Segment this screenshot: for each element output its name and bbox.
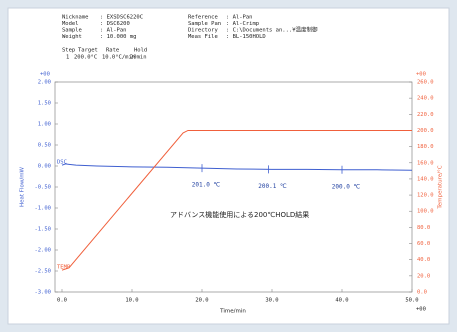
series-line (61, 163, 413, 171)
header-text: : 10.000 mg (100, 34, 136, 40)
x-exponent: +00 (416, 307, 426, 313)
y2-tick-label: 40.0 (417, 257, 430, 263)
y-tick-label: -2.00 (34, 248, 51, 254)
annotation: アドバンス機能使用による200℃HOLD結果 (170, 210, 309, 219)
x-tick-label: 30.0 (265, 298, 278, 304)
x-tick-label: 20.0 (195, 298, 208, 304)
y2-tick-label: 80.0 (417, 225, 430, 231)
program-value: 20min (130, 55, 147, 61)
y2-tick-label: 120.0 (417, 193, 434, 199)
y2-exponent: +00 (416, 72, 426, 78)
y2-tick-label: 60.0 (417, 241, 430, 247)
x-tick-label: 0.0 (57, 298, 67, 304)
header-text: : EXSDSC6220C (100, 15, 143, 21)
header-text: : Al-Pan (226, 15, 253, 21)
y2-tick-label: 160.0 (417, 160, 434, 166)
header-text: Reference (188, 15, 218, 21)
program-value: 1 (66, 55, 69, 61)
y-tick-label: -2.50 (34, 269, 51, 275)
y2-tick-label: 180.0 (417, 144, 434, 150)
program-value: 200.0°C (74, 55, 97, 61)
header-text: : Al-Pan (100, 28, 127, 34)
header-text: Directory (188, 28, 218, 34)
program-header: Step (62, 48, 75, 54)
y-tick-label: 1.50 (38, 101, 51, 107)
header-text: Sample Pan (188, 21, 221, 27)
y-tick-label: -0.50 (34, 185, 51, 191)
panel (7, 7, 450, 325)
y2-tick-label: 260.0 (417, 80, 434, 86)
y2-tick-label: 200.0 (417, 128, 434, 134)
y2-axis-title: Temperature/°C (438, 165, 444, 209)
header-text: Nickname (62, 15, 89, 21)
header-text: : BL-150HOLD (226, 34, 266, 40)
y-tick-label: 0.00 (38, 164, 51, 170)
header-text: : DSC6200 (100, 21, 130, 27)
y-exponent: +00 (40, 72, 50, 78)
header-text: Weight (62, 34, 82, 40)
x-axis-title: Time/min (219, 309, 246, 315)
header-text: Model (62, 21, 79, 27)
y-tick-label: 0.50 (38, 143, 51, 149)
program-header: Rate (106, 48, 119, 54)
program-header: Target (78, 48, 98, 54)
y2-tick-label: 20.0 (417, 273, 430, 279)
series-line (61, 129, 412, 271)
header-text: : Al-Crimp (226, 21, 259, 27)
marker-label: 200.0 ℃ (332, 183, 361, 190)
y-tick-label: -1.00 (34, 206, 51, 212)
header-text: Sample (62, 28, 82, 34)
y2-tick-label: 100.0 (417, 209, 434, 215)
y2-tick-label: 0.0 (417, 290, 427, 296)
series-label: DSC (57, 160, 67, 166)
x-tick-label: 40.0 (335, 298, 348, 304)
marker-label: 201.0 ℃ (192, 182, 221, 189)
marker-label: 200.1 ℃ (258, 183, 287, 190)
header-text: Meas File (188, 34, 218, 40)
header-text: : C:\Documents an...¥温度制御 (226, 26, 318, 34)
y-tick-label: -3.00 (34, 290, 51, 296)
series-label: TEMP (57, 265, 71, 271)
x-tick-label: 50.0 (405, 298, 418, 304)
program-header: Hold (134, 48, 147, 54)
y2-tick-label: 240.0 (417, 96, 434, 102)
y-tick-label: 2.00 (38, 80, 51, 86)
y-tick-label: -1.50 (34, 227, 51, 233)
y2-tick-label: 140.0 (417, 176, 434, 182)
program-value: 10.0°C/min (102, 55, 135, 61)
x-tick-label: 10.0 (125, 298, 138, 304)
y-tick-label: 1.00 (38, 122, 51, 128)
y2-tick-label: 220.0 (417, 112, 434, 118)
y-axis-title: Heat Flow/mW (20, 166, 26, 207)
